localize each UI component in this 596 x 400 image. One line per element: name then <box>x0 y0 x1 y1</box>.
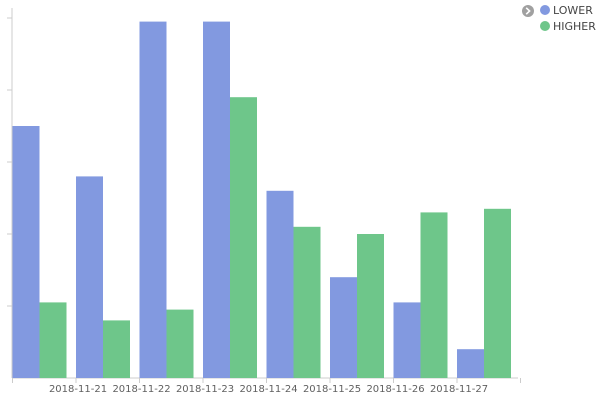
bar-higher-2018-11-23[interactable] <box>230 97 257 378</box>
x-axis-ticks <box>12 378 521 383</box>
legend-item-higher[interactable]: HIGHER <box>540 20 596 33</box>
x-tick-label: 2018-11-25 <box>303 384 361 395</box>
bar-lower-2018-11-26[interactable] <box>393 302 421 378</box>
bars <box>12 21 511 378</box>
bar-lower-2018-11-25[interactable] <box>330 277 357 378</box>
legend-label-lower: LOWER <box>553 4 593 17</box>
x-tick-label: 2018-11-22 <box>112 384 170 395</box>
x-tick-label: 2018-11-23 <box>176 384 234 395</box>
bar-lower-2018-11-24[interactable] <box>266 190 294 378</box>
legend-toggle-button[interactable] <box>522 5 534 17</box>
bar-higher-2018-11-26[interactable] <box>420 212 448 378</box>
legend-item-lower[interactable]: LOWER <box>540 4 593 17</box>
x-axis-labels: 2018-11-21 2018-11-22 2018-11-23 2018-11-24… <box>49 384 488 395</box>
bar-lower-2018-11-21[interactable] <box>76 176 103 378</box>
legend-swatch-higher <box>540 21 550 31</box>
chevron-right-circle-icon[interactable] <box>522 5 534 17</box>
legend-swatch-lower <box>540 5 550 15</box>
legend-label-higher: HIGHER <box>553 20 596 33</box>
x-tick-label: 2018-11-24 <box>239 384 297 395</box>
bar-higher-2018-11-22[interactable] <box>166 309 194 378</box>
x-tick-label: 2018-11-27 <box>430 384 488 395</box>
bar-higher-2018-11-21[interactable] <box>103 320 130 378</box>
bar-lower-2018-11-20[interactable] <box>12 126 40 378</box>
legend: LOWER HIGHER <box>522 4 596 33</box>
bar-lower-2018-11-27[interactable] <box>457 349 484 378</box>
bar-higher-2018-11-27[interactable] <box>484 208 511 378</box>
chevron-right-icon <box>525 7 531 15</box>
bar-higher-2018-11-25[interactable] <box>357 234 384 378</box>
bar-higher-2018-11-24[interactable] <box>293 226 321 378</box>
bar-lower-2018-11-22[interactable] <box>139 21 167 378</box>
x-tick-label: 2018-11-21 <box>49 384 107 395</box>
y-axis-ticks <box>7 17 12 307</box>
bar-lower-2018-11-23[interactable] <box>203 21 230 378</box>
bar-higher-2018-11-20[interactable] <box>39 302 67 378</box>
x-tick-label: 2018-11-26 <box>366 384 424 395</box>
